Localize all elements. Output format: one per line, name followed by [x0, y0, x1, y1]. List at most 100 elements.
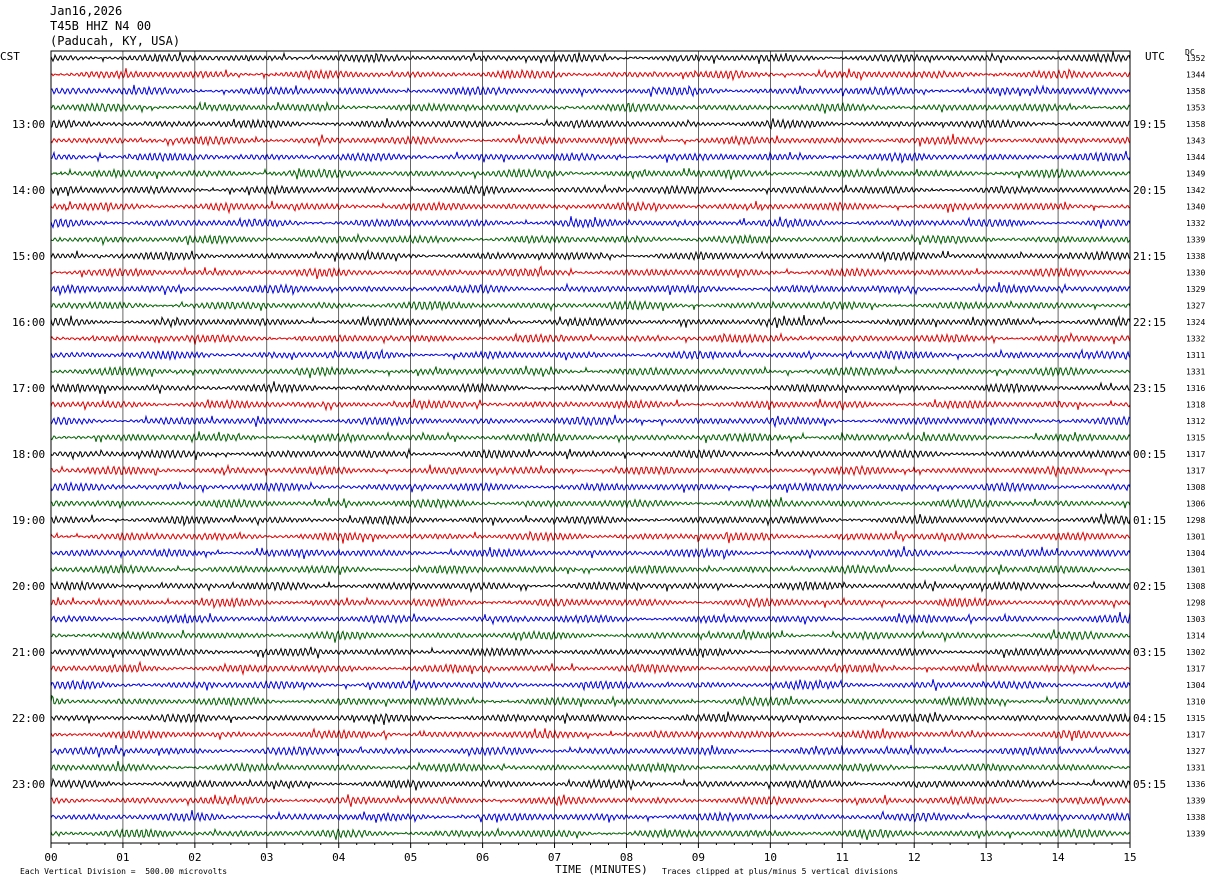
dc-offset-label: 1301	[1186, 533, 1205, 542]
dc-offset-label: 1317	[1186, 450, 1205, 459]
dc-offset-label: 1327	[1186, 747, 1205, 756]
cst-hour-label: 19:00	[12, 514, 45, 527]
dc-offset-label: 1298	[1186, 516, 1205, 525]
trace-row	[50, 299, 1131, 313]
dc-offset-label: 1308	[1186, 483, 1205, 492]
utc-hour-label: 21:15	[1133, 250, 1166, 263]
trace-row	[50, 282, 1131, 297]
trace-row	[50, 200, 1131, 215]
trace-row	[50, 794, 1131, 807]
dc-offset-label: 1338	[1186, 813, 1205, 822]
dc-offset-label: 1317	[1186, 665, 1205, 674]
trace-row	[50, 398, 1131, 412]
dc-offset-label: 1303	[1186, 615, 1205, 624]
trace-row	[50, 348, 1131, 362]
cst-hour-label: 23:00	[12, 778, 45, 791]
dc-offset-label: 1310	[1186, 698, 1205, 707]
trace-row	[50, 827, 1130, 841]
x-tick-label: 01	[116, 851, 129, 864]
cst-hour-label: 14:00	[12, 184, 45, 197]
dc-offset-label: 1358	[1186, 87, 1205, 96]
x-tick-label: 13	[980, 851, 993, 864]
x-tick-label: 07	[548, 851, 561, 864]
trace-row	[50, 265, 1131, 280]
dc-offset-label: 1311	[1186, 351, 1205, 360]
utc-hour-label: 04:15	[1133, 712, 1166, 725]
trace-row	[50, 612, 1131, 626]
header-station: T45B HHZ N4 00	[50, 19, 152, 33]
clip-note: Traces clipped at plus/minus 5 vertical …	[662, 867, 899, 876]
dc-offset-label: 1317	[1186, 467, 1205, 476]
dc-offset-label: 1339	[1186, 797, 1205, 806]
dc-offset-label: 1344	[1186, 153, 1205, 162]
utc-hour-label: 19:15	[1133, 118, 1166, 131]
cst-hour-label: 15:00	[12, 250, 45, 263]
header-location: (Paducah, KY, USA)	[50, 34, 181, 48]
trace-row	[50, 744, 1131, 758]
dc-offset-label: 1308	[1186, 582, 1205, 591]
dc-offset-label: 1324	[1186, 318, 1205, 327]
cst-hour-label: 16:00	[12, 316, 45, 329]
x-tick-label: 04	[332, 851, 346, 864]
scale-note: Each Vertical Division = 500.00 microvol…	[20, 867, 228, 876]
trace-row	[50, 694, 1131, 708]
trace-row	[50, 68, 1131, 82]
trace-row	[50, 315, 1131, 329]
trace-row	[50, 512, 1131, 527]
dc-offset-label: 1317	[1186, 731, 1205, 740]
trace-row	[50, 530, 1131, 544]
x-tick-label: 00	[44, 851, 57, 864]
dc-offset-label: 1315	[1186, 714, 1205, 723]
x-tick-label: 14	[1051, 851, 1065, 864]
dc-offset-label: 1331	[1186, 764, 1205, 773]
trace-row	[50, 579, 1131, 594]
trace-row	[50, 133, 1131, 148]
dc-offset-label: 1353	[1186, 104, 1205, 113]
trace-row	[50, 480, 1131, 494]
x-tick-label: 10	[764, 851, 777, 864]
trace-row	[50, 447, 1131, 461]
dc-offset-label: 1332	[1186, 219, 1205, 228]
cst-hour-label: 22:00	[12, 712, 45, 725]
dc-offset-label: 1340	[1186, 203, 1205, 212]
dc-offset-label: 1314	[1186, 632, 1205, 641]
dc-offset-label: 1330	[1186, 269, 1205, 278]
dc-offset-label: 1339	[1186, 236, 1205, 245]
trace-row	[50, 679, 1131, 692]
x-axis-title: TIME (MINUTES)	[555, 863, 648, 876]
x-tick-label: 06	[476, 851, 489, 864]
dc-offset-label: 1338	[1186, 252, 1205, 261]
grid-group	[50, 50, 1131, 848]
plot-frame	[50, 50, 1131, 844]
trace-row	[50, 232, 1131, 247]
trace-row	[50, 761, 1131, 774]
cst-hour-label: 18:00	[12, 448, 45, 461]
trace-row	[50, 497, 1131, 510]
trace-row	[50, 51, 1131, 65]
cst-hour-label: 13:00	[12, 118, 45, 131]
dc-offset-label: 1352	[1186, 54, 1205, 63]
trace-row	[50, 777, 1131, 791]
dc-offset-label: 1312	[1186, 417, 1205, 426]
x-tick-label: 03	[260, 851, 273, 864]
trace-row	[50, 596, 1131, 610]
dc-offset-label: 1342	[1186, 186, 1205, 195]
trace-row	[50, 810, 1131, 823]
trace-row	[50, 84, 1131, 98]
cst-hour-label: 21:00	[12, 646, 45, 659]
dc-offset-label: 1302	[1186, 648, 1205, 657]
trace-row	[50, 727, 1131, 741]
trace-row	[50, 150, 1131, 164]
trace-row	[50, 660, 1131, 676]
utc-hour-label: 00:15	[1133, 448, 1166, 461]
x-tick-label: 15	[1123, 851, 1136, 864]
cst-hour-label: 17:00	[12, 382, 45, 395]
trace-row	[50, 167, 1131, 180]
cst-hour-label: 20:00	[12, 580, 45, 593]
dc-offset-label: 1316	[1186, 384, 1205, 393]
utc-hour-label: 22:15	[1133, 316, 1166, 329]
dc-offset-label: 1306	[1186, 500, 1205, 509]
utc-hour-label: 05:15	[1133, 778, 1166, 791]
trace-row	[50, 563, 1131, 575]
